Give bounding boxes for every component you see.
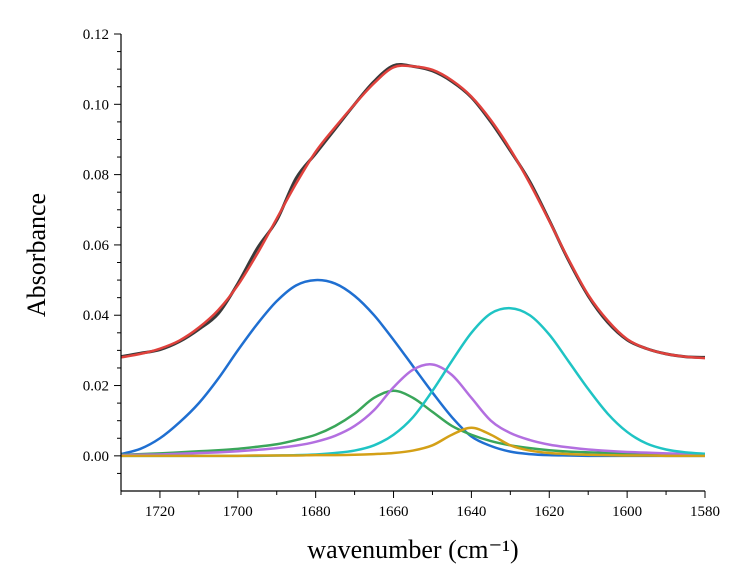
y-tick-label: 0.02 [83, 379, 109, 395]
y-tick-label: 0.12 [83, 27, 109, 43]
series-line-component-3-1650 [121, 363, 705, 457]
y-tick-label: 0.10 [83, 97, 109, 113]
x-axis-title: wavenumber (cm⁻¹) [307, 535, 518, 564]
x-tick-label: 1620 [534, 504, 564, 520]
x-tick-label: 1700 [223, 504, 253, 520]
x-tick-label: 1680 [301, 504, 331, 520]
x-tick-label: 1720 [145, 504, 175, 520]
series-line-fitted-sum [121, 64, 705, 360]
y-tick-label: 0.00 [83, 449, 109, 465]
x-tick-label: 1660 [379, 504, 409, 520]
x-tick-label: 1640 [456, 504, 486, 520]
series-line-component-5-1639 [121, 426, 705, 458]
series-line-measured-spectrum [121, 63, 705, 359]
x-tick-label: 1600 [612, 504, 642, 520]
y-tick-label: 0.08 [83, 168, 109, 184]
y-tick-label: 0.06 [83, 238, 110, 254]
y-axis-title: Absorbance [22, 193, 51, 317]
x-tick-label: 1580 [690, 504, 720, 520]
series-line-component-2-1662 [121, 389, 705, 457]
y-tick-label: 0.04 [83, 308, 110, 324]
plot-lines [121, 63, 705, 458]
series-line-component-1-1674 [121, 278, 705, 458]
axes: 1720 1700 1680 1660 1640 1620 1600 1580 0.00 0.02… [83, 27, 720, 520]
